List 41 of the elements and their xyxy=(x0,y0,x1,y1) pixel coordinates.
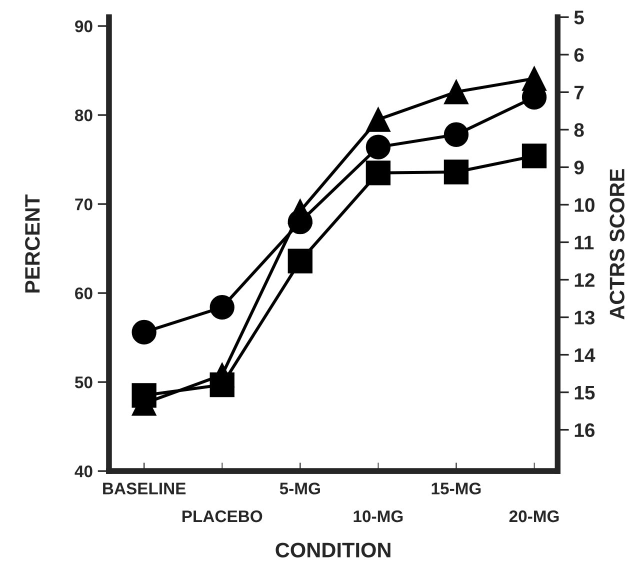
y-tick-label: 50 xyxy=(74,376,92,388)
y2-tick-label: 7 xyxy=(574,86,584,100)
x-tick-label: PLACEBO xyxy=(182,510,262,522)
y2-tick-label: 14 xyxy=(574,348,596,362)
point xyxy=(366,107,391,132)
y2-tick-label: 5 xyxy=(574,10,584,24)
point xyxy=(522,66,547,91)
point xyxy=(288,198,312,224)
point xyxy=(366,134,391,160)
point xyxy=(132,320,156,345)
y2-tick-label: 12 xyxy=(574,273,594,287)
point xyxy=(444,80,469,104)
point xyxy=(288,248,312,274)
point xyxy=(366,160,391,186)
point xyxy=(522,144,547,168)
point xyxy=(444,122,469,147)
y2-tick-label: 9 xyxy=(574,160,584,174)
y-tick-label: 90 xyxy=(75,20,92,32)
x-tick-label: 5-MG xyxy=(280,482,320,494)
y-tick-label: 80 xyxy=(74,109,92,122)
x-axis-title: CONDITION xyxy=(276,542,390,558)
x-tick-label: BASELINE xyxy=(103,482,186,494)
x-tick-label: 20-MG xyxy=(509,510,559,522)
y2-tick-label: 10 xyxy=(574,198,594,212)
y-axis-title: PERCENT xyxy=(25,194,40,292)
y-tick-label: 40 xyxy=(74,465,92,478)
point xyxy=(444,160,469,184)
y2-tick-label: 8 xyxy=(574,123,584,137)
point xyxy=(210,372,234,398)
x-tick-label: 15-MG xyxy=(432,482,481,494)
y2-axis-title: ACTRS SCORE xyxy=(610,169,624,320)
y2-tick-label: 15 xyxy=(574,386,595,400)
y-tick-label: 70 xyxy=(75,198,92,210)
y2-tick-label: 6 xyxy=(574,48,584,62)
point xyxy=(132,383,156,408)
y2-tick-label: 16 xyxy=(574,423,595,438)
x-tick-label: 10-MG xyxy=(354,510,403,522)
point xyxy=(210,294,234,320)
y-tick-label: 60 xyxy=(75,287,92,300)
y2-tick-label: 13 xyxy=(574,310,595,325)
y2-tick-label: 11 xyxy=(574,236,594,250)
